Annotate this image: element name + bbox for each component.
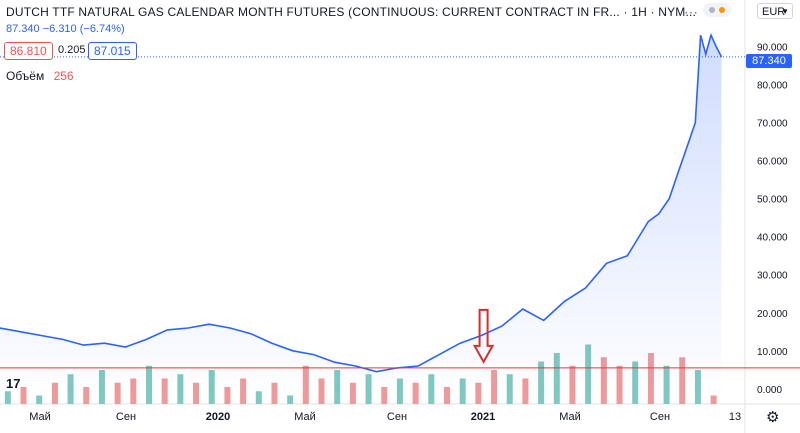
last-price-tag: 87.340 bbox=[746, 54, 792, 68]
x-tick-label: 13 bbox=[729, 411, 741, 423]
y-tick-label: 80.000 bbox=[757, 81, 788, 92]
y-tick-label: 30.000 bbox=[757, 271, 788, 282]
price-change: −6.310 (−6.74%) bbox=[42, 23, 125, 35]
y-tick-label: 60.000 bbox=[757, 157, 788, 168]
gear-icon[interactable]: ⚙ bbox=[766, 409, 780, 426]
currency-value: EUR bbox=[762, 6, 786, 18]
x-tick-label: Май bbox=[294, 411, 316, 423]
last-price: 87.340 bbox=[6, 23, 40, 35]
volume-indicator[interactable]: Объём 256 bbox=[6, 69, 74, 83]
dots-icon[interactable]: ⋯ bbox=[684, 4, 698, 20]
x-tick-label: 2021 bbox=[471, 411, 495, 423]
y-tick-label: 10.000 bbox=[757, 347, 788, 358]
price-line[interactable] bbox=[0, 32, 723, 373]
volume-value: 256 bbox=[53, 69, 74, 83]
y-tick-label: 50.000 bbox=[757, 195, 788, 206]
quote-line: 87.340 −6.310 (−6.74%) bbox=[6, 23, 125, 35]
x-tick-label: Май bbox=[559, 411, 581, 423]
spread-value: 0.205 bbox=[58, 44, 86, 56]
tradingview-logo: 17 bbox=[6, 376, 21, 391]
y-tick-label: 90.000 bbox=[757, 43, 788, 54]
x-tick-label: Май bbox=[29, 411, 51, 423]
volume-label: Объём bbox=[6, 69, 45, 83]
currency-select[interactable]: EUR ▼ bbox=[757, 3, 793, 19]
bid-price[interactable]: 86.810 bbox=[4, 42, 53, 60]
y-tick-label: 40.000 bbox=[757, 233, 788, 244]
chart-title: DUTCH TTF NATURAL GAS CALENDAR MONTH FUT… bbox=[6, 5, 697, 19]
price-area bbox=[0, 35, 722, 404]
x-tick-label: Сен bbox=[116, 411, 136, 423]
dot-icon bbox=[709, 7, 715, 13]
x-tick-label: Сен bbox=[387, 411, 407, 423]
y-tick-label: 70.000 bbox=[757, 119, 788, 130]
arrow-down-annotation[interactable] bbox=[472, 308, 495, 364]
y-tick-label: 0.000 bbox=[757, 385, 782, 396]
x-tick-label: 2020 bbox=[206, 411, 230, 423]
toggle-pill[interactable] bbox=[703, 3, 731, 17]
x-tick-label: Сен bbox=[650, 411, 670, 423]
y-tick-label: 20.000 bbox=[757, 309, 788, 320]
ask-price[interactable]: 87.015 bbox=[88, 42, 137, 60]
dot-icon bbox=[719, 7, 725, 13]
chevron-down-icon: ▼ bbox=[781, 7, 789, 16]
